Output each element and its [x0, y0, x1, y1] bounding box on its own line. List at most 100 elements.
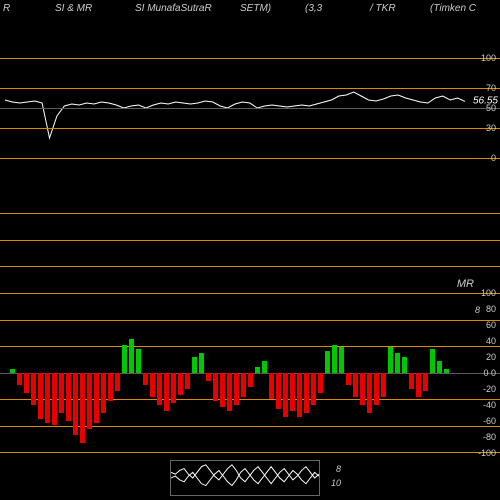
axis-label: 30 — [486, 123, 496, 133]
bar — [206, 373, 211, 381]
bar — [115, 373, 120, 391]
bar — [381, 373, 386, 397]
bar — [367, 373, 372, 413]
bar — [255, 367, 260, 373]
bar — [311, 373, 316, 405]
bar — [108, 373, 113, 401]
mr-label: MR — [457, 278, 474, 290]
axis-label: -100 — [478, 448, 496, 458]
mini-oscillator-panel: 810 — [170, 460, 320, 496]
bar — [192, 357, 197, 373]
bar — [136, 349, 141, 373]
bar — [276, 373, 281, 409]
gridline — [0, 158, 500, 159]
bar — [241, 373, 246, 397]
bar — [157, 373, 162, 405]
bar — [423, 373, 428, 391]
bar — [171, 373, 176, 403]
bar — [444, 369, 449, 373]
header-text: SI & MR — [55, 3, 92, 14]
axis-label: 20 — [486, 352, 496, 362]
mr-bar-panel: 100806040200 0-20-40-60-80-1008 — [0, 293, 500, 453]
bar — [38, 373, 43, 419]
axis-label: 100 — [481, 288, 496, 298]
axis-label: 70 — [486, 83, 496, 93]
bar — [409, 373, 414, 389]
bar — [73, 373, 78, 435]
bar — [213, 373, 218, 401]
bar — [339, 347, 344, 373]
axis-label: 40 — [486, 336, 496, 346]
bar — [290, 373, 295, 411]
gridline — [0, 58, 500, 59]
header-text: / TKR — [370, 3, 396, 14]
rsi-panel: 1007050300 — [0, 58, 500, 158]
bar — [283, 373, 288, 417]
bar — [248, 373, 253, 387]
bar — [66, 373, 71, 421]
bar — [234, 373, 239, 405]
bar — [227, 373, 232, 411]
mini-oscillator-chart — [171, 461, 319, 495]
bar — [31, 373, 36, 405]
header-text: (Timken C — [430, 3, 476, 14]
bar — [430, 349, 435, 373]
header-text: SI MunafaSutraR — [135, 3, 212, 14]
bar — [129, 339, 134, 373]
mini-axis-label: 10 — [331, 478, 341, 488]
bar — [374, 373, 379, 405]
bar — [10, 369, 15, 373]
axis-label: 60 — [486, 320, 496, 330]
bar — [52, 373, 57, 425]
current-value: 56.55 — [473, 96, 498, 107]
bar — [143, 373, 148, 385]
axis-label: 0 0 — [483, 368, 496, 378]
gridline — [0, 213, 500, 214]
bar — [395, 353, 400, 373]
bar — [185, 373, 190, 389]
bar — [94, 373, 99, 423]
bar — [150, 373, 155, 397]
bar — [24, 373, 29, 393]
axis-label: 0 — [491, 153, 496, 163]
axis-label: -40 — [483, 400, 496, 410]
bar — [59, 373, 64, 413]
header-text: (3,3 — [305, 3, 322, 14]
bar — [353, 373, 358, 397]
bar — [122, 345, 127, 373]
bar — [437, 361, 442, 373]
bar — [101, 373, 106, 413]
mr-bars — [10, 293, 464, 453]
bar — [346, 373, 351, 385]
current-marker: 8 — [475, 305, 480, 315]
axis-label: -80 — [483, 432, 496, 442]
chart-header: R SI & MR SI MunafaSutraR SETM) (3,3 / TKR (Ti… — [0, 3, 500, 19]
gridline — [0, 266, 500, 267]
gridline — [0, 128, 500, 129]
header-text: SETM) — [240, 3, 271, 14]
axis-label: 80 — [486, 304, 496, 314]
bar — [45, 373, 50, 423]
bar — [80, 373, 85, 443]
mini-axis-label: 8 — [336, 464, 341, 474]
bar — [402, 357, 407, 373]
bar — [318, 373, 323, 393]
gridline — [0, 108, 500, 109]
bar — [304, 373, 309, 413]
bar — [332, 345, 337, 373]
bar — [164, 373, 169, 411]
bar — [388, 347, 393, 373]
bar — [297, 373, 302, 417]
bar — [262, 361, 267, 373]
bar — [87, 373, 92, 429]
bar — [17, 373, 22, 385]
axis-label: -20 — [483, 384, 496, 394]
bar — [360, 373, 365, 405]
bar — [416, 373, 421, 397]
gridline — [0, 88, 500, 89]
bar — [220, 373, 225, 407]
bar — [325, 351, 330, 373]
header-text: R — [3, 3, 10, 14]
axis-label: -60 — [483, 416, 496, 426]
bar — [178, 373, 183, 395]
